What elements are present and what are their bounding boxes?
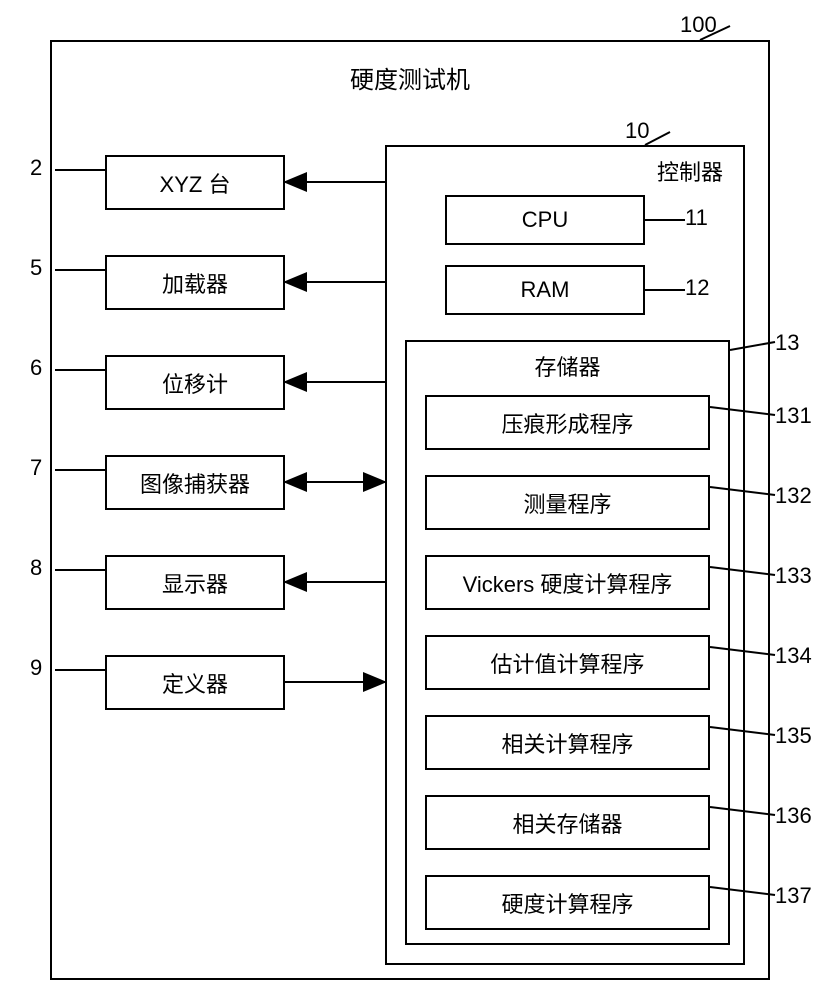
ram-label: RAM: [447, 277, 643, 303]
left-block-label: 显示器: [107, 567, 283, 599]
ref-label: 137: [775, 883, 812, 909]
left-block-label: XYZ 台: [107, 167, 283, 199]
ref-label: 9: [30, 655, 42, 681]
ref-label: 135: [775, 723, 812, 749]
ref-label: 11: [685, 205, 708, 231]
program-block: Vickers 硬度计算程序: [425, 555, 710, 610]
left-block: 定义器: [105, 655, 285, 710]
program-block-label: 测量程序: [427, 487, 708, 519]
ref-label: 133: [775, 563, 812, 589]
left-block-label: 位移计: [107, 367, 283, 399]
ref-label: 12: [685, 275, 709, 301]
program-block-label: 估计值计算程序: [427, 647, 708, 679]
diagram-canvas: 硬度测试机 控制器 CPU RAM 存储器 XYZ 台加载器位移计图像捕获器显示…: [0, 0, 836, 1000]
program-block: 估计值计算程序: [425, 635, 710, 690]
left-block-label: 图像捕获器: [107, 467, 283, 499]
cpu-box: CPU: [445, 195, 645, 245]
ref-label: 100: [680, 12, 717, 38]
program-block: 相关存储器: [425, 795, 710, 850]
ref-label: 13: [775, 330, 799, 356]
program-block-label: Vickers 硬度计算程序: [427, 567, 708, 599]
program-block: 硬度计算程序: [425, 875, 710, 930]
left-block-label: 加载器: [107, 267, 283, 299]
ref-label: 7: [30, 455, 42, 481]
left-block: 显示器: [105, 555, 285, 610]
ref-label: 134: [775, 643, 812, 669]
ref-label: 136: [775, 803, 812, 829]
ram-box: RAM: [445, 265, 645, 315]
left-block: 加载器: [105, 255, 285, 310]
program-block-label: 压痕形成程序: [427, 407, 708, 439]
outer-title: 硬度测试机: [52, 60, 768, 95]
program-block: 测量程序: [425, 475, 710, 530]
storage-title: 存储器: [407, 350, 728, 382]
program-block-label: 相关计算程序: [427, 727, 708, 759]
program-block-label: 硬度计算程序: [427, 887, 708, 919]
program-block: 相关计算程序: [425, 715, 710, 770]
ref-label: 5: [30, 255, 42, 281]
left-block: 位移计: [105, 355, 285, 410]
ref-label: 2: [30, 155, 42, 181]
controller-title: 控制器: [657, 155, 723, 187]
ref-label: 10: [625, 118, 649, 144]
left-block-label: 定义器: [107, 667, 283, 699]
left-block: 图像捕获器: [105, 455, 285, 510]
ref-label: 132: [775, 483, 812, 509]
ref-label: 6: [30, 355, 42, 381]
program-block: 压痕形成程序: [425, 395, 710, 450]
left-block: XYZ 台: [105, 155, 285, 210]
ref-label: 8: [30, 555, 42, 581]
ref-label: 131: [775, 403, 812, 429]
program-block-label: 相关存储器: [427, 807, 708, 839]
cpu-label: CPU: [447, 207, 643, 233]
